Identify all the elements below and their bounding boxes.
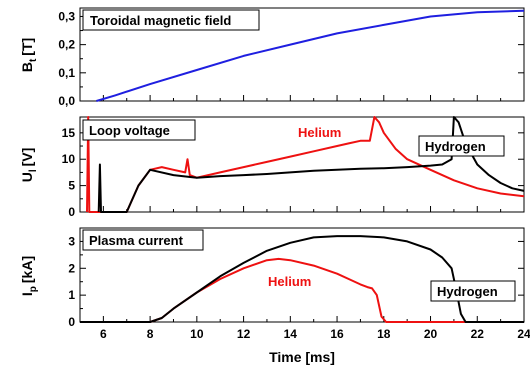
title-loop-voltage: Loop voltage [89, 123, 170, 138]
xtick-label-5: 16 [330, 327, 344, 341]
ytick-label-top-2: 0,2 [58, 38, 75, 52]
ytick-label-bot-2: 2 [68, 261, 75, 275]
series-line-top-0 [96, 9, 525, 102]
xtick-label-2: 10 [190, 327, 204, 341]
ytick-label-mid-3: 15 [62, 126, 76, 140]
xtick-label-1: 8 [147, 327, 154, 341]
ytick-label-bot-1: 1 [68, 288, 75, 302]
ytick-label-bot-0: 0 [68, 315, 75, 329]
xtick-label-0: 6 [100, 327, 107, 341]
title-box-bot [82, 229, 204, 251]
label-hydrogen-mid: Hydrogen [425, 139, 486, 154]
xtick-label-9: 24 [517, 327, 530, 341]
ytick-label-mid-1: 5 [68, 179, 75, 193]
panel-frame-bot [79, 227, 525, 323]
ytick-label-mid-0: 0 [68, 205, 75, 219]
ytick-label-bot-3: 3 [68, 234, 75, 248]
xtick-label-3: 12 [237, 327, 251, 341]
title-toroidal-field: Toroidal magnetic field [90, 13, 231, 28]
xlabel: Time [ms] [269, 349, 335, 365]
xtick-label-7: 20 [424, 327, 438, 341]
label-helium-mid: Helium [298, 125, 341, 140]
ytick-label-top-3: 0,3 [58, 9, 75, 23]
label-box-hydrogen-bot [430, 280, 516, 302]
title-plasma-current: Plasma current [89, 233, 184, 248]
ytick-label-mid-2: 10 [62, 152, 76, 166]
ytick-label-top-0: 0,0 [58, 94, 75, 108]
ylabel-bot: Ip[kA] [19, 256, 39, 296]
label-helium-bot: Helium [268, 274, 311, 289]
label-box-hydrogen-mid [418, 135, 505, 157]
title-box-top [82, 9, 260, 31]
xtick-label-4: 14 [284, 327, 298, 341]
xtick-label-8: 22 [471, 327, 485, 341]
title-box-mid [82, 119, 196, 141]
xtick-label-6: 18 [377, 327, 391, 341]
ylabel-top: Bt[T] [19, 38, 39, 72]
label-hydrogen-bot: Hydrogen [437, 284, 498, 299]
panel-top: 0,0 0,1 0,2 0,3 [58, 9, 525, 108]
ytick-label-top-1: 0,1 [58, 66, 75, 80]
panel-frame-top [79, 7, 525, 102]
panel-frame-mid [79, 116, 525, 213]
ylabel-mid: Ul[V] [19, 148, 39, 183]
